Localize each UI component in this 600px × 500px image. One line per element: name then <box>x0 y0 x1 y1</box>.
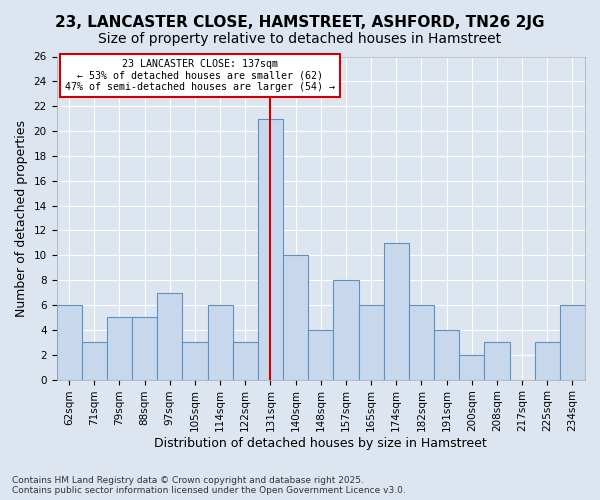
Bar <box>459 354 484 380</box>
Bar <box>208 305 233 380</box>
Bar <box>233 342 258 380</box>
Text: 23 LANCASTER CLOSE: 137sqm
← 53% of detached houses are smaller (62)
47% of semi: 23 LANCASTER CLOSE: 137sqm ← 53% of deta… <box>65 59 335 92</box>
Bar <box>484 342 509 380</box>
Bar <box>56 305 82 380</box>
Bar <box>308 330 334 380</box>
Bar <box>157 292 182 380</box>
X-axis label: Distribution of detached houses by size in Hamstreet: Distribution of detached houses by size … <box>154 437 487 450</box>
Bar <box>383 243 409 380</box>
Bar <box>359 305 383 380</box>
Bar <box>434 330 459 380</box>
Text: 23, LANCASTER CLOSE, HAMSTREET, ASHFORD, TN26 2JG: 23, LANCASTER CLOSE, HAMSTREET, ASHFORD,… <box>55 15 545 30</box>
Bar <box>82 342 107 380</box>
Bar <box>132 318 157 380</box>
Bar <box>182 342 208 380</box>
Bar <box>258 118 283 380</box>
Y-axis label: Number of detached properties: Number of detached properties <box>15 120 28 316</box>
Bar <box>334 280 359 380</box>
Text: Size of property relative to detached houses in Hamstreet: Size of property relative to detached ho… <box>98 32 502 46</box>
Bar <box>409 305 434 380</box>
Bar <box>560 305 585 380</box>
Text: Contains HM Land Registry data © Crown copyright and database right 2025.
Contai: Contains HM Land Registry data © Crown c… <box>12 476 406 495</box>
Bar <box>283 256 308 380</box>
Bar <box>107 318 132 380</box>
Bar <box>535 342 560 380</box>
